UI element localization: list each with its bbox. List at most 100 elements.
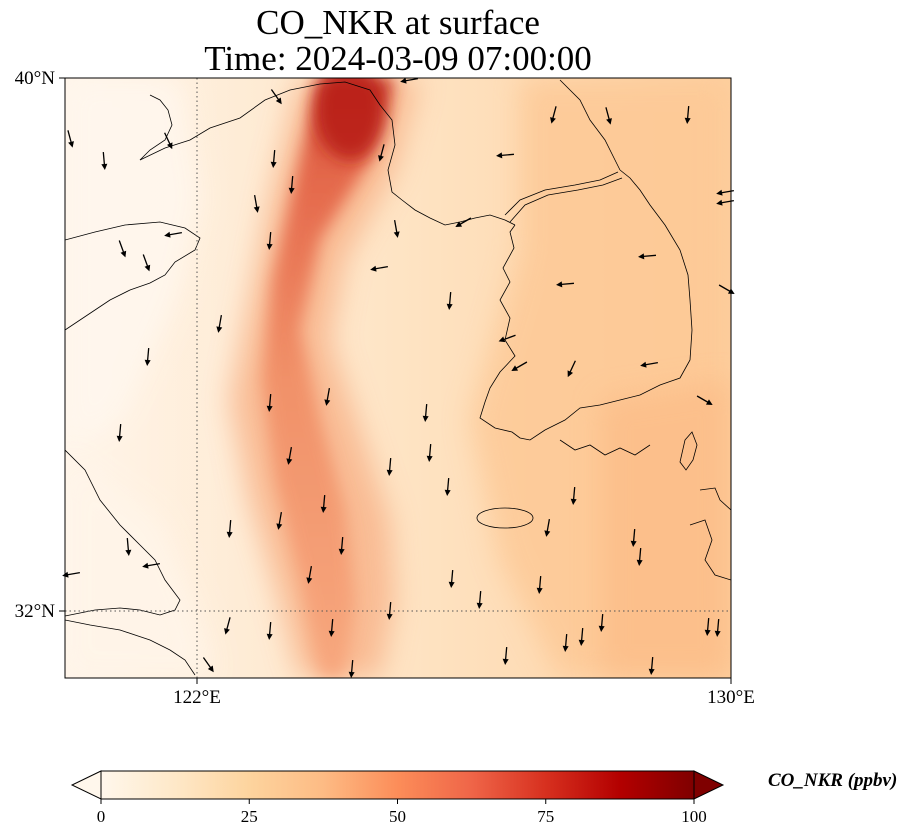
- colorbar-extend-min: [70, 770, 102, 800]
- wind-arrow: [125, 537, 132, 556]
- lat-tick-32: 32°N: [15, 601, 56, 622]
- wind-arrow: [328, 618, 335, 637]
- wind-arrow: [714, 618, 721, 637]
- wind-arrow: [630, 528, 637, 547]
- map-frame: [64, 77, 732, 679]
- wind-arrow: [386, 457, 393, 476]
- wind-arrow: [496, 152, 515, 159]
- wind-arrow: [640, 361, 658, 368]
- lon-tick-130: 130°E: [707, 687, 755, 708]
- coastline-kyushu: [689, 487, 731, 581]
- wind-arrow: [498, 334, 516, 343]
- wind-arrow: [324, 388, 331, 406]
- colorbar: 0 25 50 75 100: [70, 770, 725, 826]
- coastline-liaodong: [139, 81, 516, 226]
- colorbar-tick-label: 75: [537, 807, 554, 826]
- wind-arrow: [164, 132, 173, 150]
- wind-arrow: [598, 613, 605, 632]
- wind-arrow: [286, 447, 293, 465]
- wind-arrow: [556, 281, 575, 288]
- wind-arrow: [118, 240, 127, 258]
- wind-arrow: [288, 175, 295, 194]
- wind-arrow: [605, 107, 612, 125]
- wind-arrow: [476, 590, 483, 609]
- concentration-field: [65, 78, 731, 678]
- wind-arrow: [704, 617, 711, 636]
- wind-arrow: [550, 106, 557, 124]
- wind-arrow: [224, 617, 231, 635]
- wind-arrow: [202, 657, 214, 673]
- wind-arrow: [164, 231, 182, 238]
- island-jeju: [476, 507, 534, 529]
- map-subtitle-time: Time: 2024-03-09 07:00:00: [204, 39, 592, 78]
- map-title: CO_NKR at surface: [256, 3, 540, 42]
- coastline-north-korea-east: [559, 79, 621, 171]
- coastline-yangtze: [65, 619, 196, 676]
- wind-arrow: [216, 315, 223, 333]
- wind-arrow: [716, 199, 734, 206]
- wind-arrow: [276, 512, 283, 530]
- wind-arrow: [536, 575, 543, 594]
- wind-arrow: [648, 656, 655, 675]
- coastlines: [65, 79, 731, 676]
- wind-arrow: [455, 217, 472, 227]
- wind-arrow: [338, 536, 345, 555]
- wind-arrow: [266, 621, 273, 640]
- axis-ticks: [59, 77, 732, 684]
- wind-arrow: [266, 393, 273, 412]
- wind-arrow: [253, 195, 260, 213]
- wind-arrow: [502, 646, 509, 665]
- wind-arrow: [422, 403, 429, 422]
- coastline-bohai: [139, 94, 173, 161]
- wind-arrow: [400, 77, 418, 84]
- wind-arrow: [638, 253, 657, 260]
- border-dmz: [504, 171, 619, 216]
- wind-arrow: [270, 89, 282, 105]
- wind-arrow: [142, 254, 151, 272]
- wind-arrow: [67, 130, 74, 148]
- wind-arrow: [270, 149, 277, 168]
- wind-arrow: [226, 519, 233, 538]
- border-dmz-2: [509, 177, 623, 223]
- colorbar-tick-label: 25: [241, 807, 258, 826]
- wind-arrow: [426, 443, 433, 462]
- wind-arrow: [636, 547, 643, 566]
- island-tsushima: [679, 431, 698, 471]
- wind-arrow: [716, 189, 734, 196]
- wind-arrow: [570, 486, 577, 505]
- wind-arrow: [101, 151, 108, 170]
- lon-tick-122: 122°E: [173, 687, 221, 708]
- coastline-korea: [479, 169, 693, 441]
- wind-vectors: [62, 77, 735, 678]
- wind-arrow: [511, 361, 528, 371]
- wind-arrow: [378, 144, 385, 162]
- wind-arrow: [393, 220, 400, 238]
- wind-arrow: [562, 633, 569, 652]
- wind-arrow: [142, 562, 160, 569]
- colorbar-tick-label: 100: [681, 807, 707, 826]
- wind-arrow: [684, 105, 691, 124]
- wind-arrow: [444, 477, 451, 496]
- colorbar-extend-max: [693, 770, 725, 800]
- coastline-china-east: [65, 449, 181, 617]
- wind-arrow: [448, 569, 455, 588]
- wind-arrow: [144, 347, 151, 366]
- wind-arrow: [578, 627, 585, 646]
- wind-arrow: [266, 231, 273, 250]
- wind-arrow: [320, 494, 327, 513]
- wind-arrow: [567, 360, 576, 378]
- colorbar-tick-label: 50: [389, 807, 406, 826]
- wind-arrow: [696, 395, 713, 405]
- wind-arrow: [306, 566, 313, 584]
- colorbar-label: CO_NKR (ppbv): [768, 770, 898, 791]
- coastline-shandong: [65, 221, 201, 331]
- wind-arrow: [446, 291, 453, 310]
- wind-arrow: [544, 519, 551, 537]
- coastline-sw-islands: [559, 439, 651, 456]
- wind-arrow: [386, 601, 393, 620]
- gridlines: [65, 78, 731, 678]
- wind-arrow: [370, 265, 388, 272]
- wind-arrow: [348, 659, 355, 678]
- wind-arrow: [116, 423, 123, 442]
